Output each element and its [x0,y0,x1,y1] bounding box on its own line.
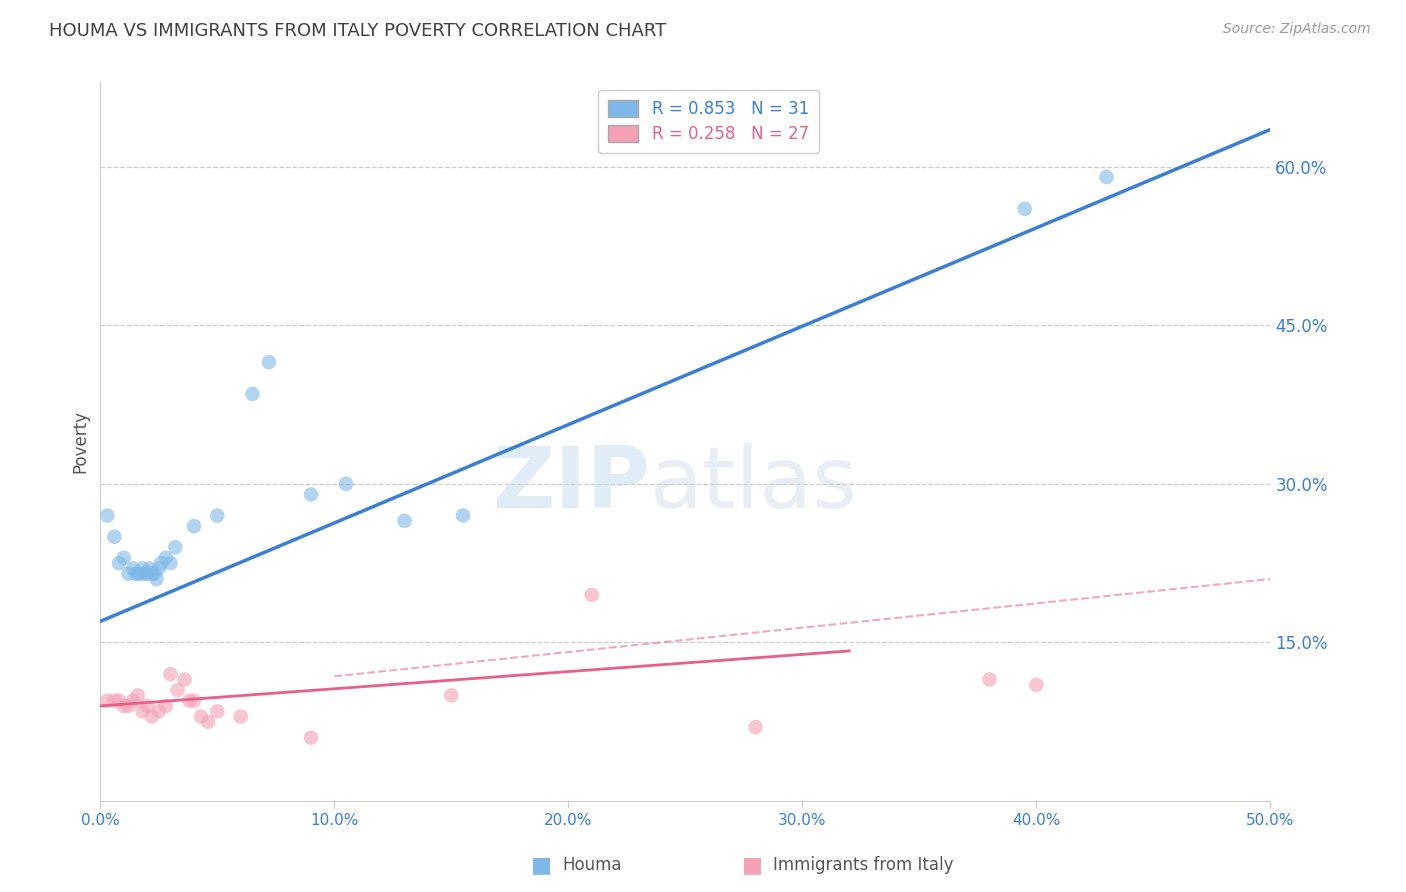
Point [451,508,474,523]
Point [440,689,463,703]
Text: ■: ■ [531,855,551,875]
Text: atlas: atlas [650,443,858,526]
Point [108,693,131,707]
Text: Immigrants from Italy: Immigrants from Italy [773,856,953,874]
Point [229,709,252,723]
Point [207,508,229,523]
Point [131,561,153,575]
Text: Houma: Houma [562,856,621,874]
Point [145,572,167,586]
Point [108,556,131,570]
Point [117,698,139,713]
Point [138,561,160,575]
Text: HOUMA VS IMMIGRANTS FROM ITALY POVERTY CORRELATION CHART: HOUMA VS IMMIGRANTS FROM ITALY POVERTY C… [49,22,666,40]
Point [173,673,195,687]
Point [127,566,149,581]
Point [96,693,118,707]
Point [1014,202,1036,216]
Point [155,550,177,565]
Point [127,689,149,703]
Legend: R = 0.853   N = 31, R = 0.258   N = 27: R = 0.853 N = 31, R = 0.258 N = 27 [599,90,820,153]
Point [159,667,181,681]
Point [207,704,229,718]
Point [134,566,156,581]
Point [183,519,205,533]
Point [166,683,188,698]
Point [112,698,135,713]
Point [129,566,152,581]
Point [1025,678,1047,692]
Point [242,387,264,401]
Text: Source: ZipAtlas.com: Source: ZipAtlas.com [1223,22,1371,37]
Point [979,673,1001,687]
Point [96,508,118,523]
Point [141,709,163,723]
Point [197,714,219,729]
Point [159,556,181,570]
Point [103,530,125,544]
Point [103,693,125,707]
Point [136,566,159,581]
Point [744,720,766,734]
Point [257,355,280,369]
Point [299,487,322,501]
Point [155,698,177,713]
Point [143,566,166,581]
Point [122,561,145,575]
Text: ■: ■ [742,855,762,875]
Point [581,588,603,602]
Point [148,704,170,718]
Point [179,693,201,707]
Y-axis label: Poverty: Poverty [72,410,89,473]
Point [1095,170,1118,185]
Point [124,566,146,581]
Point [136,698,159,713]
Point [141,566,163,581]
Point [183,693,205,707]
Point [335,476,357,491]
Point [117,566,139,581]
Point [112,550,135,565]
Point [394,514,416,528]
Point [150,556,173,570]
Point [299,731,322,745]
Point [165,541,187,555]
Point [190,709,212,723]
Point [131,704,153,718]
Text: ZIP: ZIP [492,443,650,526]
Point [148,561,170,575]
Point [122,693,145,707]
